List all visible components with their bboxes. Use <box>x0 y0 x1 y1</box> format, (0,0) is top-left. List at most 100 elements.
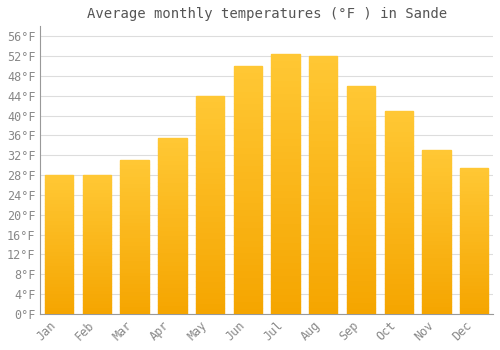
Bar <box>234 258 262 264</box>
Bar <box>309 282 338 288</box>
Bar <box>347 291 375 297</box>
Bar <box>422 183 450 187</box>
Bar <box>384 177 413 182</box>
Bar <box>272 281 299 288</box>
Bar <box>309 120 338 127</box>
Bar <box>347 126 375 131</box>
Bar <box>272 262 299 268</box>
Bar <box>460 270 488 274</box>
Bar <box>45 310 74 314</box>
Bar <box>83 210 111 213</box>
Bar <box>234 66 262 314</box>
Bar <box>158 292 186 296</box>
Bar <box>384 278 413 284</box>
Bar <box>120 191 149 195</box>
Bar <box>347 240 375 245</box>
Bar <box>196 276 224 281</box>
Bar <box>347 268 375 274</box>
Bar <box>45 265 74 269</box>
Bar <box>422 261 450 265</box>
Bar <box>347 86 375 91</box>
Bar <box>83 213 111 217</box>
Bar <box>234 78 262 85</box>
Bar <box>120 279 149 283</box>
Bar <box>120 275 149 279</box>
Bar <box>272 60 299 66</box>
Bar <box>158 151 186 155</box>
Bar <box>83 227 111 231</box>
Bar <box>196 128 224 134</box>
Bar <box>460 252 488 255</box>
Bar <box>120 222 149 225</box>
Bar <box>272 158 299 164</box>
Bar <box>83 175 111 178</box>
Bar <box>45 303 74 307</box>
Bar <box>234 264 262 271</box>
Bar <box>196 112 224 118</box>
Bar <box>309 146 338 153</box>
Bar <box>460 299 488 303</box>
Bar <box>460 182 488 186</box>
Bar <box>272 236 299 242</box>
Bar <box>309 82 338 88</box>
Bar <box>460 310 488 314</box>
Bar <box>460 201 488 204</box>
Bar <box>309 211 338 217</box>
Bar <box>120 252 149 256</box>
Bar <box>309 69 338 75</box>
Bar <box>45 255 74 258</box>
Bar <box>422 195 450 199</box>
Bar <box>272 66 299 73</box>
Bar <box>196 292 224 298</box>
Bar <box>234 202 262 209</box>
Bar <box>384 116 413 121</box>
Bar <box>384 258 413 263</box>
Bar <box>347 131 375 137</box>
Bar <box>347 245 375 251</box>
Bar <box>422 216 450 220</box>
Bar <box>384 202 413 207</box>
Bar <box>422 232 450 236</box>
Bar <box>120 306 149 310</box>
Bar <box>83 258 111 262</box>
Bar <box>384 253 413 258</box>
Bar <box>45 272 74 276</box>
Bar <box>83 189 111 192</box>
Bar <box>196 194 224 199</box>
Bar <box>120 168 149 172</box>
Bar <box>120 164 149 168</box>
Bar <box>272 164 299 171</box>
Bar <box>234 301 262 308</box>
Bar <box>158 287 186 292</box>
Bar <box>460 263 488 266</box>
Bar <box>384 146 413 151</box>
Bar <box>384 156 413 161</box>
Bar <box>83 296 111 300</box>
Bar <box>45 206 74 210</box>
Bar <box>272 210 299 216</box>
Bar <box>234 147 262 153</box>
Bar <box>460 241 488 244</box>
Bar <box>309 275 338 282</box>
Bar <box>422 199 450 203</box>
Bar <box>347 205 375 211</box>
Bar <box>158 204 186 208</box>
Bar <box>460 259 488 263</box>
Bar <box>460 296 488 299</box>
Bar <box>45 193 74 196</box>
Bar <box>460 168 488 171</box>
Bar <box>45 258 74 262</box>
Bar <box>272 93 299 99</box>
Bar <box>422 179 450 183</box>
Bar <box>422 281 450 285</box>
Bar <box>234 140 262 147</box>
Bar <box>158 252 186 257</box>
Bar <box>234 196 262 202</box>
Bar <box>234 91 262 97</box>
Bar <box>234 159 262 165</box>
Bar <box>234 134 262 140</box>
Bar <box>196 199 224 205</box>
Bar <box>234 122 262 128</box>
Bar <box>158 301 186 305</box>
Bar <box>309 56 338 314</box>
